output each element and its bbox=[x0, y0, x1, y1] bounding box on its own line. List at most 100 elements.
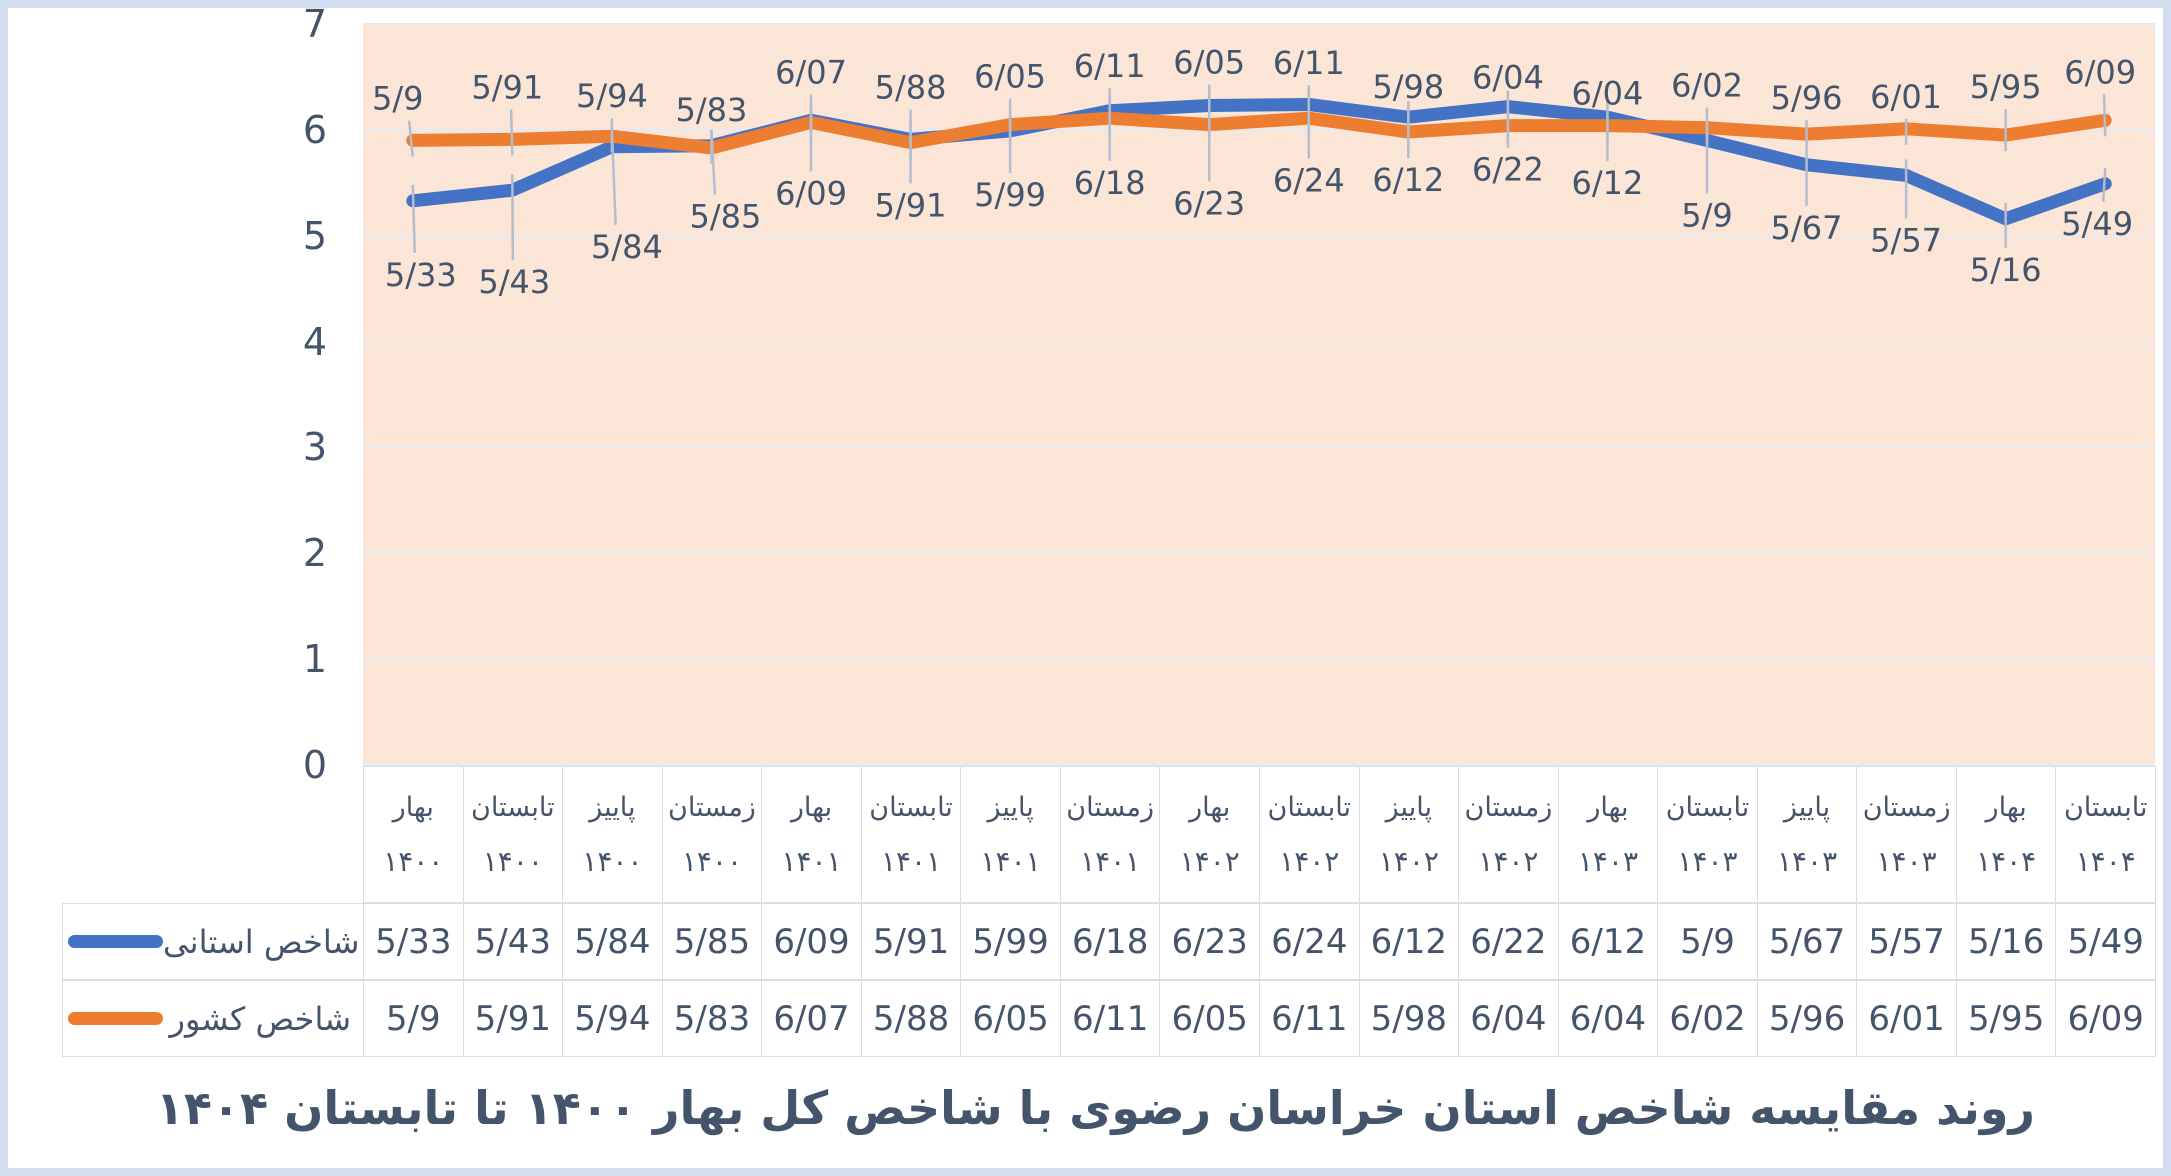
category-year-label: ۱۴۰۳ bbox=[1577, 845, 1638, 878]
table-value-national: 5/98 bbox=[1358, 980, 1460, 1057]
category-year-label: ۱۴۰۰ bbox=[482, 845, 543, 878]
x-axis-category-cell: زمستان ۱۴۰۲ bbox=[1458, 766, 1559, 903]
x-axis-category-cell: تابستان ۱۴۰۲ bbox=[1259, 766, 1360, 903]
table-value-national: 6/04 bbox=[1557, 980, 1659, 1057]
category-year-label: ۱۴۰۱ bbox=[880, 845, 942, 878]
data-label-national: 6/05 bbox=[1173, 44, 1245, 82]
category-season-label: پاییز bbox=[589, 792, 636, 823]
x-axis-category-cell: بهار ۱۴۰۱ bbox=[761, 766, 862, 903]
category-year-label: ۱۴۰۲ bbox=[1179, 845, 1240, 878]
data-label-provincial: 6/12 bbox=[1372, 161, 1444, 199]
category-year-label: ۱۴۰۳ bbox=[1776, 845, 1838, 878]
x-axis-category-cell: پاییز ۱۴۰۱ bbox=[960, 766, 1061, 903]
category-season-label: زمستان bbox=[1862, 792, 1951, 823]
category-season-label: بهار bbox=[1189, 792, 1231, 823]
table-value-provincial: 6/09 bbox=[761, 903, 862, 980]
table-value-national: 5/83 bbox=[661, 980, 763, 1057]
table-value-provincial: 6/23 bbox=[1159, 903, 1260, 980]
table-value-provincial: 6/24 bbox=[1259, 903, 1360, 980]
table-value-provincial: 6/22 bbox=[1458, 903, 1559, 980]
data-label-provincial: 6/24 bbox=[1273, 161, 1345, 199]
y-tick-label: 4 bbox=[302, 319, 327, 364]
x-axis-category-cell: بهار ۱۴۰۲ bbox=[1159, 766, 1260, 903]
category-year-label: ۱۴۰۲ bbox=[1378, 845, 1439, 878]
category-season-label: زمستان bbox=[668, 792, 756, 823]
table-value-provincial: 5/91 bbox=[860, 903, 962, 980]
table-value-national: 6/07 bbox=[761, 980, 862, 1057]
legend-line-provincial-icon bbox=[68, 935, 163, 948]
table-value-national: 6/01 bbox=[1856, 980, 1957, 1057]
category-season-label: زمستان bbox=[1066, 792, 1155, 823]
category-year-label: ۱۴۰۴ bbox=[1976, 845, 2037, 878]
y-tick-label: 7 bbox=[302, 2, 327, 46]
category-season-label: تابستان bbox=[2063, 792, 2148, 823]
data-label-national: 6/02 bbox=[1671, 67, 1743, 105]
legend-line-national-icon bbox=[68, 1012, 163, 1025]
data-label-provincial: 5/99 bbox=[974, 176, 1046, 214]
category-season-label: تابستان bbox=[1267, 792, 1352, 823]
data-label-national: 6/04 bbox=[1572, 75, 1644, 113]
data-label-national: 6/07 bbox=[775, 53, 847, 91]
data-label-national: 6/11 bbox=[1273, 44, 1345, 82]
y-tick-label: 2 bbox=[302, 531, 327, 576]
y-tick-label: 3 bbox=[302, 425, 327, 470]
table-value-national: 5/96 bbox=[1756, 980, 1858, 1057]
data-label-provincial: 5/91 bbox=[875, 186, 947, 224]
category-year-label: ۱۴۰۳ bbox=[1876, 845, 1937, 878]
category-season-label: پاییز bbox=[1783, 792, 1831, 823]
x-axis-category-cell: زمستان ۱۴۰۰ bbox=[661, 766, 763, 903]
category-year-label: ۱۴۰۴ bbox=[2075, 845, 2136, 878]
category-season-label: بهار bbox=[790, 792, 833, 823]
data-label-provincial: 6/09 bbox=[775, 174, 847, 212]
data-label-provincial: 5/43 bbox=[478, 263, 550, 301]
category-season-label: بهار bbox=[392, 792, 434, 823]
table-value-national: 5/95 bbox=[1955, 980, 2057, 1057]
table-value-provincial: 5/49 bbox=[2055, 903, 2156, 980]
label-leader-line bbox=[411, 184, 417, 253]
category-year-label: ۱۴۰۰ bbox=[582, 845, 643, 878]
category-season-label: پاییز bbox=[987, 792, 1034, 823]
x-axis-category-cell: تابستان ۱۴۰۳ bbox=[1657, 766, 1758, 903]
data-label-national: 5/9 bbox=[372, 79, 424, 117]
legend-label-national: شاخص کشور bbox=[169, 999, 351, 1038]
data-label-national: 5/91 bbox=[471, 68, 543, 106]
y-tick-label: 1 bbox=[302, 637, 327, 682]
y-tick-label: 5 bbox=[302, 213, 327, 258]
table-value-provincial: 6/18 bbox=[1059, 903, 1161, 980]
table-value-national: 6/02 bbox=[1657, 980, 1758, 1057]
category-year-label: ۱۴۰۳ bbox=[1677, 845, 1738, 878]
x-axis-category-cell: بهار ۱۴۰۳ bbox=[1557, 766, 1659, 903]
category-season-label: بهار bbox=[1587, 792, 1629, 823]
data-label-national: 5/83 bbox=[676, 91, 748, 129]
data-label-national: 5/94 bbox=[576, 77, 648, 115]
table-value-provincial: 5/9 bbox=[1657, 903, 1758, 980]
table-value-provincial: 6/12 bbox=[1557, 903, 1659, 980]
table-value-national: 6/11 bbox=[1059, 980, 1161, 1057]
table-value-provincial: 5/16 bbox=[1955, 903, 2057, 980]
table-value-national: 6/04 bbox=[1458, 980, 1559, 1057]
x-axis-category-cell: پاییز ۱۴۰۳ bbox=[1756, 766, 1858, 903]
category-year-label: ۱۴۰۰ bbox=[383, 845, 444, 878]
data-label-national: 5/96 bbox=[1771, 79, 1843, 117]
data-label-provincial: 5/84 bbox=[591, 228, 663, 266]
data-label-provincial: 5/9 bbox=[1681, 196, 1733, 234]
legend-label-provincial: شاخص استانی bbox=[163, 922, 360, 961]
table-value-national: 6/09 bbox=[2055, 980, 2156, 1057]
label-leader-line bbox=[509, 109, 514, 156]
y-tick-label: 6 bbox=[302, 107, 327, 152]
table-value-provincial: 5/99 bbox=[960, 903, 1061, 980]
x-axis-category-cell: زمستان ۱۴۰۳ bbox=[1856, 766, 1957, 903]
x-axis-category-cell: تابستان ۱۴۰۰ bbox=[462, 766, 564, 903]
data-label-provincial: 6/22 bbox=[1472, 151, 1544, 189]
x-axis-category-cell: بهار ۱۴۰۴ bbox=[1955, 766, 2057, 903]
table-value-provincial: 6/12 bbox=[1358, 903, 1460, 980]
category-season-label: زمستان bbox=[1464, 792, 1553, 823]
label-leader-line bbox=[2102, 94, 2107, 137]
table-value-national: 5/9 bbox=[363, 980, 464, 1057]
data-label-provincial: 6/23 bbox=[1173, 185, 1245, 223]
category-year-label: ۱۴۰۱ bbox=[980, 845, 1041, 878]
category-year-label: ۱۴۰۲ bbox=[1279, 845, 1340, 878]
category-season-label: تابستان bbox=[471, 792, 555, 823]
table-value-national: 5/91 bbox=[462, 980, 564, 1057]
